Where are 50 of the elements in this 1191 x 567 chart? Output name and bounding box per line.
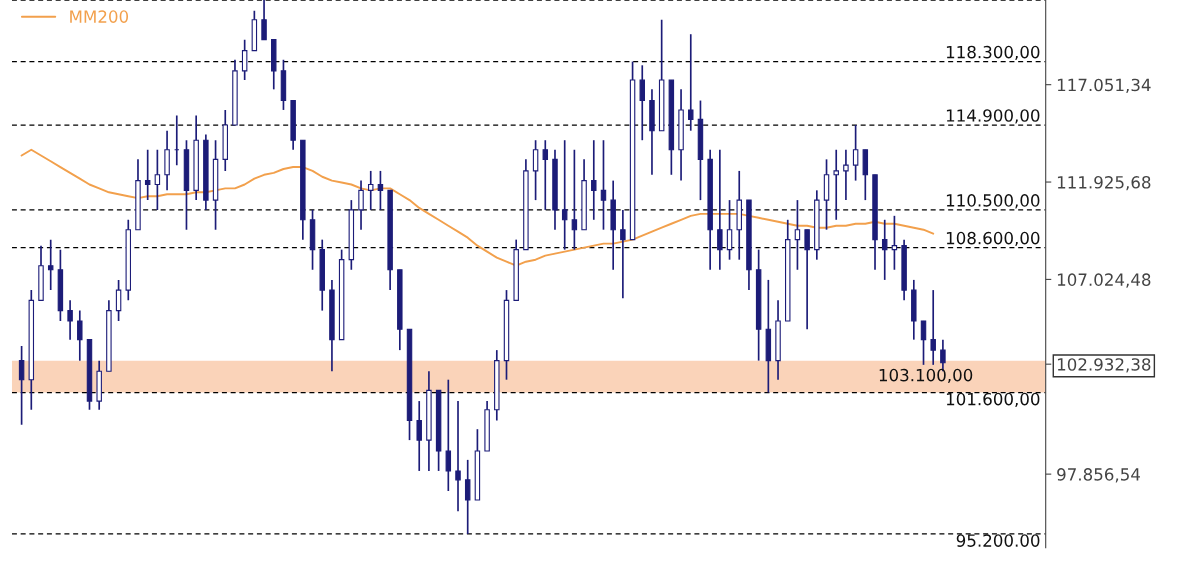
candlestick bbox=[464, 459, 471, 535]
ref-line-label: 110.500,00 bbox=[946, 194, 1040, 209]
candlestick bbox=[881, 218, 888, 281]
candlestick bbox=[794, 199, 801, 271]
candlestick bbox=[891, 214, 898, 271]
candlestick bbox=[358, 179, 364, 231]
y-tick-label: 102.932,38 bbox=[1057, 358, 1151, 373]
ref-line-label: 108.600,00 bbox=[946, 231, 1040, 247]
candlestick bbox=[620, 209, 626, 300]
candlestick bbox=[241, 38, 248, 81]
candlestick bbox=[688, 33, 694, 132]
y-tick-label: 97.856,54 bbox=[1057, 468, 1140, 483]
candlestick bbox=[144, 148, 151, 201]
candlestick bbox=[571, 148, 578, 251]
candlestick bbox=[639, 64, 646, 142]
ref-line-label: 101.600,00 bbox=[946, 392, 1040, 408]
candlestick bbox=[561, 139, 568, 251]
candlestick bbox=[367, 170, 374, 211]
candlestick bbox=[852, 124, 859, 182]
candlestick bbox=[843, 148, 849, 201]
candlestick bbox=[445, 378, 452, 492]
candlestick bbox=[455, 400, 461, 513]
candlestick bbox=[77, 309, 83, 362]
legend-label: MM200 bbox=[70, 10, 129, 23]
candlestick bbox=[717, 148, 723, 271]
candlestick bbox=[416, 400, 422, 472]
candlestick bbox=[600, 139, 607, 231]
ref-line-label: 114.900,00 bbox=[946, 109, 1040, 124]
y-tick-label: 107.024,48 bbox=[1057, 273, 1151, 288]
candlestick bbox=[833, 148, 839, 221]
candlestick bbox=[154, 148, 161, 211]
band-label: 103.100,00 bbox=[879, 368, 973, 384]
candlestick bbox=[920, 320, 927, 366]
candlestick bbox=[532, 139, 539, 201]
candlestick bbox=[115, 279, 122, 322]
candlestick bbox=[542, 139, 549, 211]
candlestick bbox=[804, 228, 810, 331]
ref-line-label: 118.300,00 bbox=[946, 45, 1040, 61]
y-tick-label: 111.925,68 bbox=[1057, 176, 1151, 191]
candlestick bbox=[18, 345, 25, 426]
candlestick bbox=[930, 289, 936, 366]
ref-line-label: 95.200.00 bbox=[956, 534, 1040, 547]
y-tick-label: 117.051,34 bbox=[1057, 78, 1151, 93]
candlestick bbox=[67, 299, 73, 341]
candlestick bbox=[591, 139, 597, 221]
candlestick bbox=[377, 170, 384, 211]
line-series bbox=[20, 148, 935, 267]
candlestick bbox=[47, 238, 54, 291]
candlestick bbox=[726, 199, 733, 261]
candlestick bbox=[261, 0, 267, 41]
